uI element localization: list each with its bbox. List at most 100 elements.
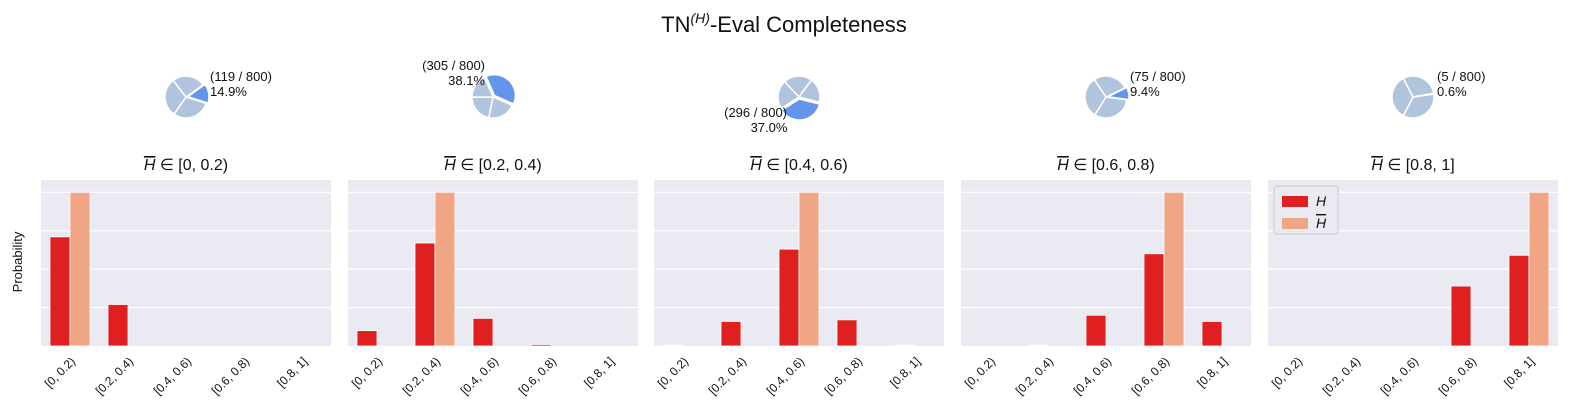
bar-h xyxy=(530,344,552,347)
panel-title-symbol: H xyxy=(144,157,156,174)
pie-chart: (5 / 800)0.6% xyxy=(1391,69,1485,119)
panel-title-range: ∈ [0.4, 0.6) xyxy=(762,157,848,174)
x-tick-label: [0.6, 0.8) xyxy=(1436,354,1479,397)
bar-h-bar xyxy=(1163,191,1185,347)
pie-count-label: (5 / 800) xyxy=(1437,69,1485,84)
bar-h-bar xyxy=(798,191,820,347)
x-tick-label: [0.6, 0.8) xyxy=(209,354,252,397)
pie-count-label: (305 / 800) xyxy=(422,58,485,73)
pie-slice-other xyxy=(1402,75,1435,98)
pie-slice-other xyxy=(172,75,205,99)
bar-h xyxy=(1143,253,1165,347)
bar-h xyxy=(356,330,378,347)
bar-h xyxy=(1201,321,1223,347)
x-tick-label: [0.2, 0.4) xyxy=(93,354,136,397)
x-tick-label: [0.8, 1] xyxy=(1501,354,1537,390)
bar-h xyxy=(1085,314,1107,347)
pie-slice-other xyxy=(164,79,187,116)
x-tick-label: [0, 0.2) xyxy=(1269,354,1305,390)
panel-1: [0, 0.2) [0.2, 0.4) [0.4, 0.6) [0.6, 0.8) [0… xyxy=(41,69,331,398)
panel-4: [0, 0.2) [0.2, 0.4) [0.4, 0.6) [0.6, 0.8) [0… xyxy=(961,69,1251,398)
x-tick-label: [0.8, 1] xyxy=(887,354,923,390)
pie-slice-highlight xyxy=(1414,92,1437,98)
pie-slice-other xyxy=(172,96,207,119)
pie-count-label: (75 / 800) xyxy=(1130,69,1186,84)
panel-title: H ∈ [0.6, 0.8) xyxy=(1057,157,1155,174)
bar-h xyxy=(1450,285,1472,347)
pie-slice-highlight xyxy=(485,73,517,105)
panel-title: H ∈ [0.4, 0.6) xyxy=(750,157,848,174)
x-tick-label: [0.4, 0.6) xyxy=(1071,354,1114,397)
bar-h xyxy=(1027,344,1049,347)
x-tick-label: [0, 0.2) xyxy=(962,354,998,390)
x-tick-label: [0.4, 0.6) xyxy=(458,354,501,397)
panel-title-range: ∈ [0.8, 1] xyxy=(1383,157,1455,174)
panel-title: H ∈ [0.2, 0.4) xyxy=(444,157,542,174)
panel-title: H ∈ [0, 0.2) xyxy=(144,157,228,174)
legend[interactable]: HH xyxy=(1273,185,1339,235)
x-tick-label: [0, 0.2) xyxy=(349,354,385,390)
pie-slice-other xyxy=(1402,93,1435,119)
pie-slice-other xyxy=(797,79,821,104)
x-tick-label: [0, 0.2) xyxy=(655,354,691,390)
panel-title-range: ∈ [0.6, 0.8) xyxy=(1069,157,1155,174)
pie-chart: (305 / 800)38.1% xyxy=(422,58,517,119)
x-tick-label: [0.6, 0.8) xyxy=(822,354,865,397)
panel-title-symbol: H xyxy=(1057,157,1069,174)
legend-label: H xyxy=(1316,215,1327,231)
bar-h xyxy=(49,236,71,347)
panels: [0, 0.2) [0.2, 0.4) [0.4, 0.6) [0.6, 0.8) [0… xyxy=(41,58,1558,398)
pie-slice-other xyxy=(471,96,494,119)
bar-h xyxy=(107,304,129,347)
pie-percent-label: 14.9% xyxy=(210,84,247,99)
x-tick-label: [0.4, 0.6) xyxy=(764,354,807,397)
legend-swatch xyxy=(1282,218,1308,229)
panel-title-symbol: H xyxy=(444,157,456,174)
pie-count-label: (296 / 800) xyxy=(724,105,787,120)
pie-count-label: (119 / 800) xyxy=(210,69,272,84)
panel-2: [0, 0.2) [0.2, 0.4) [0.4, 0.6) [0.6, 0.8) [0… xyxy=(348,58,638,398)
bar-h xyxy=(414,242,436,347)
bar-h xyxy=(778,248,800,347)
panel-title-range: ∈ [0, 0.2) xyxy=(155,157,228,174)
bar-h xyxy=(836,319,858,347)
bar-h-bar xyxy=(1528,191,1550,347)
x-tick-label: [0, 0.2) xyxy=(42,354,78,390)
figure-title-sup: (H) xyxy=(691,10,710,26)
x-tick-label: [0.8, 1] xyxy=(581,354,617,390)
pie-slice-highlight xyxy=(780,98,821,121)
panel-title-symbol: H xyxy=(750,157,762,174)
panel-3: [0, 0.2) [0.2, 0.4) [0.4, 0.6) [0.6, 0.8) [0… xyxy=(654,75,944,398)
x-tick-label: [0.2, 0.4) xyxy=(1013,354,1056,397)
pie-slice-other xyxy=(1093,75,1126,98)
pie-slice-highlight xyxy=(1105,86,1130,101)
bar-h-bar xyxy=(434,191,456,347)
bar-h-bar xyxy=(69,191,91,347)
figure-title: TN(H)-Eval Completeness xyxy=(661,10,907,37)
y-axis-label: Probability xyxy=(10,231,25,292)
bar-h xyxy=(472,317,494,347)
x-tick-label: [0.4, 0.6) xyxy=(151,354,194,397)
x-tick-label: [0.8, 1] xyxy=(274,354,310,390)
x-tick-label: [0.2, 0.4) xyxy=(1320,354,1363,397)
bar-h xyxy=(894,344,916,347)
x-tick-label: [0.6, 0.8) xyxy=(516,354,559,397)
x-tick-label: [0.6, 0.8) xyxy=(1129,354,1172,397)
x-tick-label: [0.2, 0.4) xyxy=(706,354,749,397)
x-tick-label: [0.8, 1] xyxy=(1194,354,1230,390)
legend-label: H xyxy=(1316,193,1327,209)
x-tick-label: [0.2, 0.4) xyxy=(400,354,443,397)
pie-slice-other xyxy=(1084,78,1107,116)
pie-slice-other xyxy=(471,76,495,98)
bar-h xyxy=(720,321,742,347)
panel-title: H ∈ [0.8, 1] xyxy=(1371,157,1454,174)
bar-h xyxy=(662,344,684,347)
panel-title-range: ∈ [0.2, 0.4) xyxy=(456,157,542,174)
x-tick-label: [0.4, 0.6) xyxy=(1378,354,1421,397)
pie-chart: (119 / 800)14.9% xyxy=(164,69,272,119)
legend-swatch xyxy=(1282,196,1308,207)
panel-title-symbol: H xyxy=(1371,157,1383,174)
pie-percent-label: 37.0% xyxy=(751,120,788,135)
pie-slice-highlight xyxy=(186,83,210,105)
bar-h xyxy=(1508,254,1530,347)
